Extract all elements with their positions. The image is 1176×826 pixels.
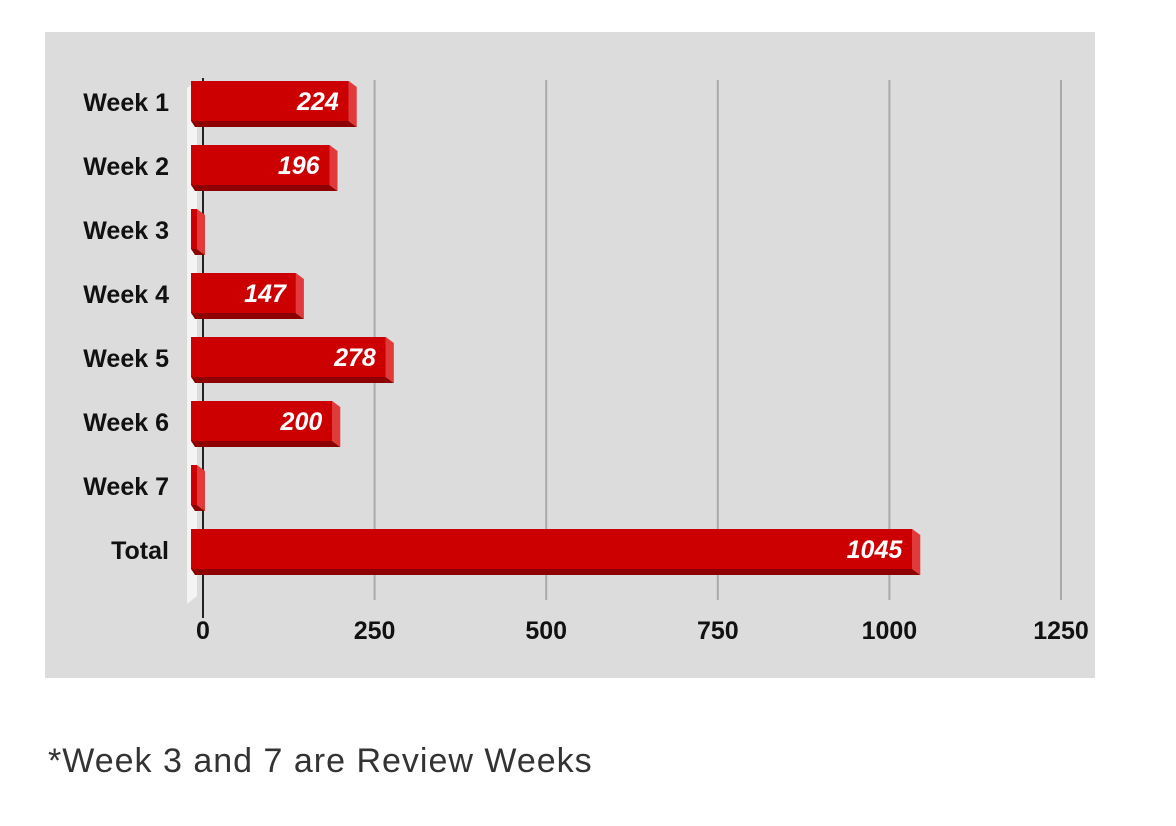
category-labels: Week 1 Week 2 Week 3 Week 4 Week 5 Week 6 Week… — [83, 89, 169, 565]
bar-side-face — [197, 465, 205, 511]
category-label-week-5: Week 5 — [83, 345, 169, 373]
x-tick-label-0: 0 — [196, 617, 210, 645]
bar-side-face — [912, 529, 921, 575]
bar-value-label: 278 — [333, 344, 376, 372]
bar-bottom-face — [191, 441, 341, 447]
bar-bottom-face — [191, 313, 304, 319]
bar-side-face — [332, 401, 341, 447]
bar-value-label: 147 — [244, 280, 287, 308]
bar-side-face — [385, 337, 394, 383]
bar-front-face — [191, 465, 197, 505]
category-label-week-3: Week 3 — [83, 217, 169, 245]
bar-total: 1045 — [191, 529, 921, 575]
bar-bottom-face — [191, 377, 394, 383]
bar-week-5: 278 — [191, 337, 394, 383]
bar-week-6: 200 — [191, 401, 341, 447]
bar-bottom-face — [191, 505, 205, 511]
bars: 224 196 147 278 200 1045 — [191, 81, 921, 575]
bar-bottom-face — [191, 121, 357, 127]
x-tick-label-750: 750 — [697, 617, 739, 645]
bar-front-face — [191, 529, 913, 569]
bar-front-face — [191, 81, 349, 121]
bar-front-face — [191, 337, 386, 377]
category-label-week-4: Week 4 — [83, 281, 169, 309]
bar-bottom-face — [191, 249, 205, 255]
x-tick-label-500: 500 — [525, 617, 567, 645]
bar-week-2: 196 — [191, 145, 338, 191]
bar-bottom-face — [191, 185, 338, 191]
bar-side-face — [197, 209, 205, 255]
chart-panel: 224 196 147 278 200 1045 Week 1 Week 2 Week 3 We… — [45, 32, 1095, 678]
bar-side-face — [348, 81, 357, 127]
bar-value-label: 224 — [296, 88, 339, 116]
bar-week-1: 224 — [191, 81, 357, 127]
bar-week-3 — [191, 209, 205, 255]
bar-side-face — [329, 145, 338, 191]
bar-week-4: 147 — [191, 273, 304, 319]
bar-front-face — [191, 209, 197, 249]
bar-front-face — [191, 401, 333, 441]
category-label-total: Total — [111, 537, 169, 565]
bar-week-7 — [191, 465, 205, 511]
bar-value-label: 200 — [280, 408, 323, 436]
bar-value-label: 1045 — [847, 536, 904, 564]
x-tick-label-1000: 1000 — [862, 617, 918, 645]
bar-front-face — [191, 273, 296, 313]
bar-side-face — [295, 273, 304, 319]
bar-value-label: 196 — [278, 152, 321, 180]
x-tick-label-1250: 1250 — [1033, 617, 1089, 645]
x-tick-label-250: 250 — [354, 617, 396, 645]
bar-front-face — [191, 145, 330, 185]
category-label-week-7: Week 7 — [83, 473, 169, 501]
category-label-week-2: Week 2 — [83, 153, 169, 181]
category-label-week-1: Week 1 — [83, 89, 169, 117]
bar-bottom-face — [191, 569, 921, 575]
x-tick-labels: 0 250 500 750 1000 1250 — [196, 617, 1089, 645]
gridlines — [373, 80, 1062, 600]
review-weeks-footnote: *Week 3 and 7 are Review Weeks — [48, 742, 593, 780]
category-label-week-6: Week 6 — [83, 409, 169, 437]
